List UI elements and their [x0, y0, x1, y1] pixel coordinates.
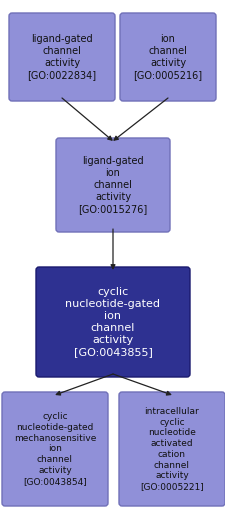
- FancyBboxPatch shape: [56, 138, 169, 232]
- FancyBboxPatch shape: [9, 13, 115, 101]
- Text: cyclic
nucleotide-gated
ion
channel
activity
[GO:0043855]: cyclic nucleotide-gated ion channel acti…: [65, 287, 160, 357]
- Text: ligand-gated
ion
channel
activity
[GO:0015276]: ligand-gated ion channel activity [GO:00…: [78, 156, 147, 214]
- FancyBboxPatch shape: [2, 392, 108, 506]
- Text: ligand-gated
channel
activity
[GO:0022834]: ligand-gated channel activity [GO:002283…: [27, 34, 96, 80]
- Text: cyclic
nucleotide-gated
mechanosensitive
ion
channel
activity
[GO:0043854]: cyclic nucleotide-gated mechanosensitive…: [14, 412, 96, 486]
- FancyBboxPatch shape: [119, 392, 224, 506]
- Text: intracellular
cyclic
nucleotide
activated
cation
channel
activity
[GO:0005221]: intracellular cyclic nucleotide activate…: [140, 407, 203, 491]
- FancyBboxPatch shape: [119, 13, 215, 101]
- Text: ion
channel
activity
[GO:0005216]: ion channel activity [GO:0005216]: [133, 34, 202, 80]
- FancyBboxPatch shape: [36, 267, 189, 377]
